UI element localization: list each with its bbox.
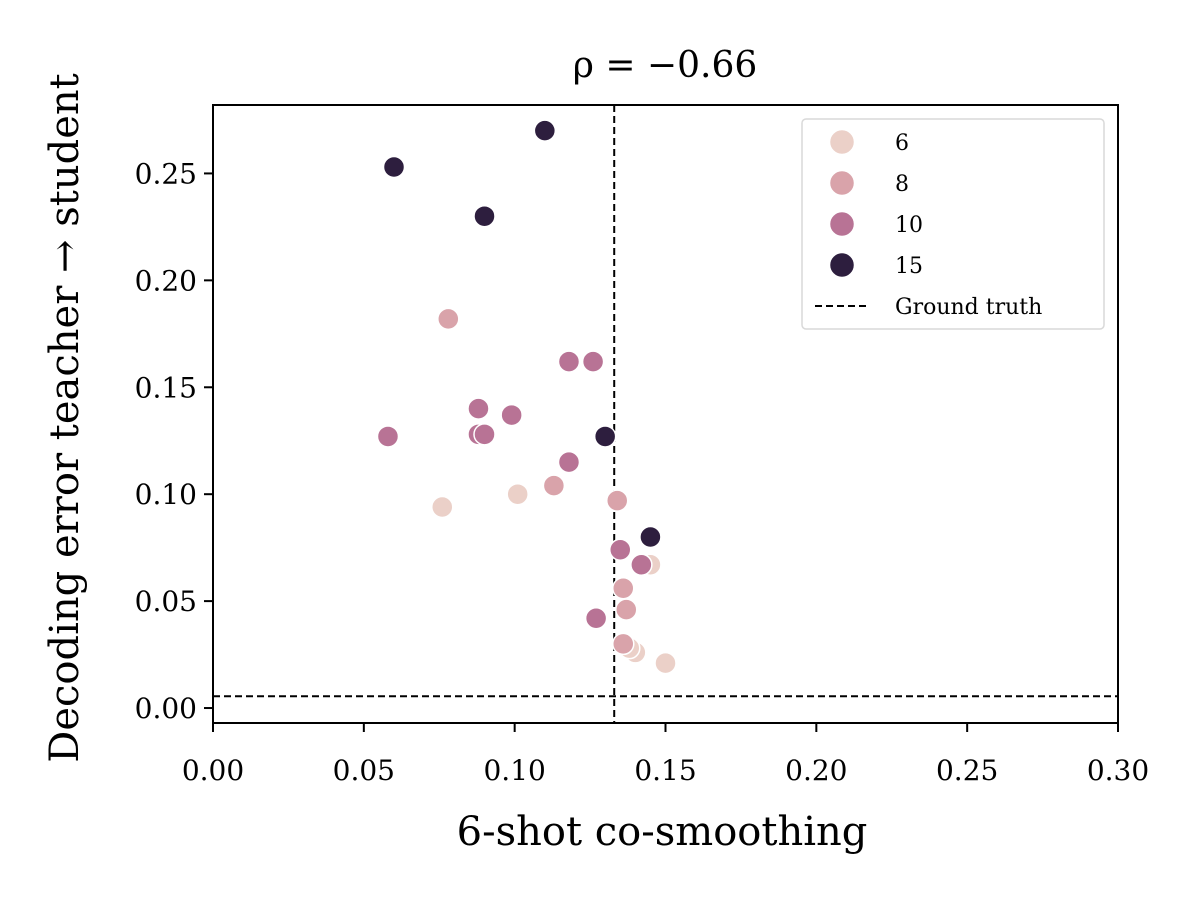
data-point-15 bbox=[382, 155, 406, 179]
legend-marker-15 bbox=[828, 251, 856, 279]
y-tick-label: 0.10 bbox=[135, 478, 197, 511]
y-tick-label: 0.00 bbox=[135, 692, 197, 725]
y-tick-label: 0.15 bbox=[135, 371, 197, 404]
x-tick-label: 0.05 bbox=[333, 754, 395, 787]
legend-label: 6 bbox=[895, 131, 909, 156]
legend: 6 8 10 15 Ground truth bbox=[801, 118, 1105, 330]
y-tick-label: 0.05 bbox=[135, 585, 197, 618]
data-point-10 bbox=[584, 606, 608, 630]
data-point-15 bbox=[533, 119, 557, 142]
y-axis-title: Decoding error teacher → student bbox=[42, 73, 88, 763]
data-point-15 bbox=[593, 425, 617, 448]
data-point-10 bbox=[609, 538, 632, 562]
data-point-10 bbox=[557, 450, 581, 474]
data-point-8 bbox=[612, 577, 635, 600]
legend-label: 15 bbox=[895, 254, 923, 279]
y-axis-ticks: 0.00 0.05 0.10 0.15 0.20 0.25 bbox=[135, 157, 213, 725]
x-tick-label: 0.10 bbox=[483, 754, 545, 787]
x-axis-ticks: 0.00 0.05 0.10 0.15 0.20 0.25 0.30 bbox=[182, 723, 1149, 787]
legend-label: Ground truth bbox=[895, 295, 1042, 320]
legend-marker-10 bbox=[828, 210, 856, 238]
data-point-8 bbox=[615, 598, 638, 621]
legend-label: 10 bbox=[895, 213, 923, 238]
x-tick-label: 0.25 bbox=[936, 754, 998, 787]
data-point-15 bbox=[639, 525, 662, 549]
legend-marker-8 bbox=[828, 169, 856, 197]
data-points bbox=[376, 119, 677, 675]
data-point-15 bbox=[473, 204, 496, 228]
x-axis-title: 6-shot co-smoothing bbox=[457, 809, 868, 855]
data-point-6 bbox=[654, 651, 677, 675]
data-point-10 bbox=[557, 350, 581, 373]
legend-marker-6 bbox=[828, 128, 856, 156]
data-point-10 bbox=[467, 397, 490, 420]
y-tick-label: 0.25 bbox=[135, 157, 197, 190]
x-tick-label: 0.30 bbox=[1087, 754, 1149, 787]
data-point-8 bbox=[542, 474, 566, 497]
data-point-10 bbox=[376, 425, 400, 448]
x-tick-label: 0.00 bbox=[182, 754, 244, 787]
data-point-10 bbox=[473, 423, 496, 446]
legend-box bbox=[801, 118, 1105, 330]
x-tick-label: 0.20 bbox=[785, 754, 847, 787]
data-point-10 bbox=[581, 350, 605, 373]
data-point-6 bbox=[506, 482, 529, 506]
data-point-8 bbox=[437, 307, 460, 331]
data-point-10 bbox=[500, 403, 523, 427]
y-tick-label: 0.20 bbox=[135, 264, 197, 297]
legend-label: 8 bbox=[895, 172, 909, 197]
data-point-8 bbox=[605, 489, 629, 512]
x-tick-label: 0.15 bbox=[634, 754, 696, 787]
chart-title: ρ = −0.66 bbox=[573, 45, 758, 86]
ground-truth-lines bbox=[213, 105, 1118, 723]
data-point-10 bbox=[630, 553, 653, 577]
data-point-8 bbox=[612, 632, 635, 656]
data-point-6 bbox=[431, 495, 454, 519]
